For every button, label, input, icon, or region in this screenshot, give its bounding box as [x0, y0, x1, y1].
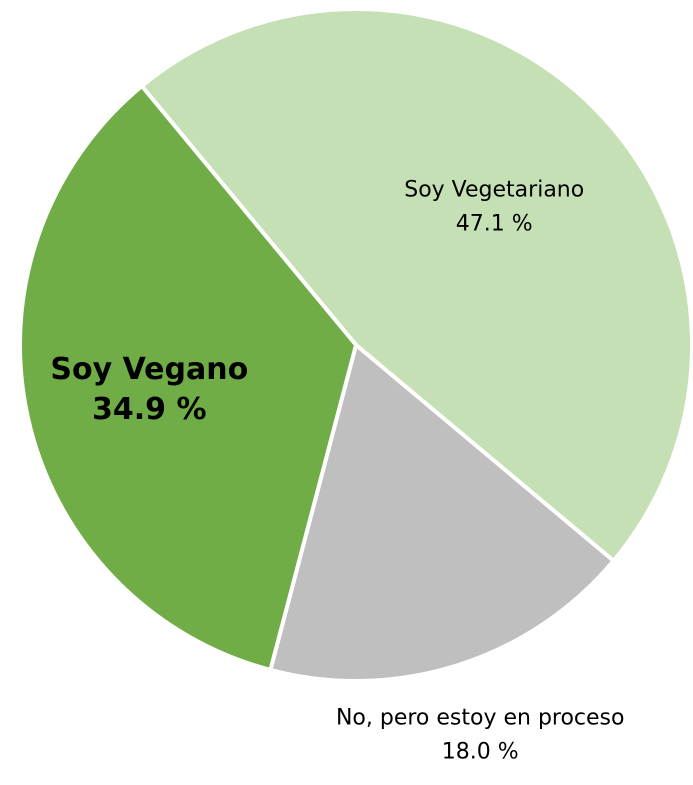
- pie-slice: [267, 341, 617, 683]
- slice-value-label: 47.1 %: [456, 212, 533, 237]
- slice-value-label: 18.0 %: [442, 740, 519, 765]
- slice-label: No, pero estoy en proceso: [336, 706, 625, 731]
- slice-value-label: 34.9 %: [92, 392, 207, 427]
- slice-label: Soy Vegano: [50, 352, 248, 387]
- slice-label: Soy Vegetariano: [404, 178, 584, 203]
- pie-slice: [139, 7, 693, 564]
- pie-slice: [18, 83, 359, 673]
